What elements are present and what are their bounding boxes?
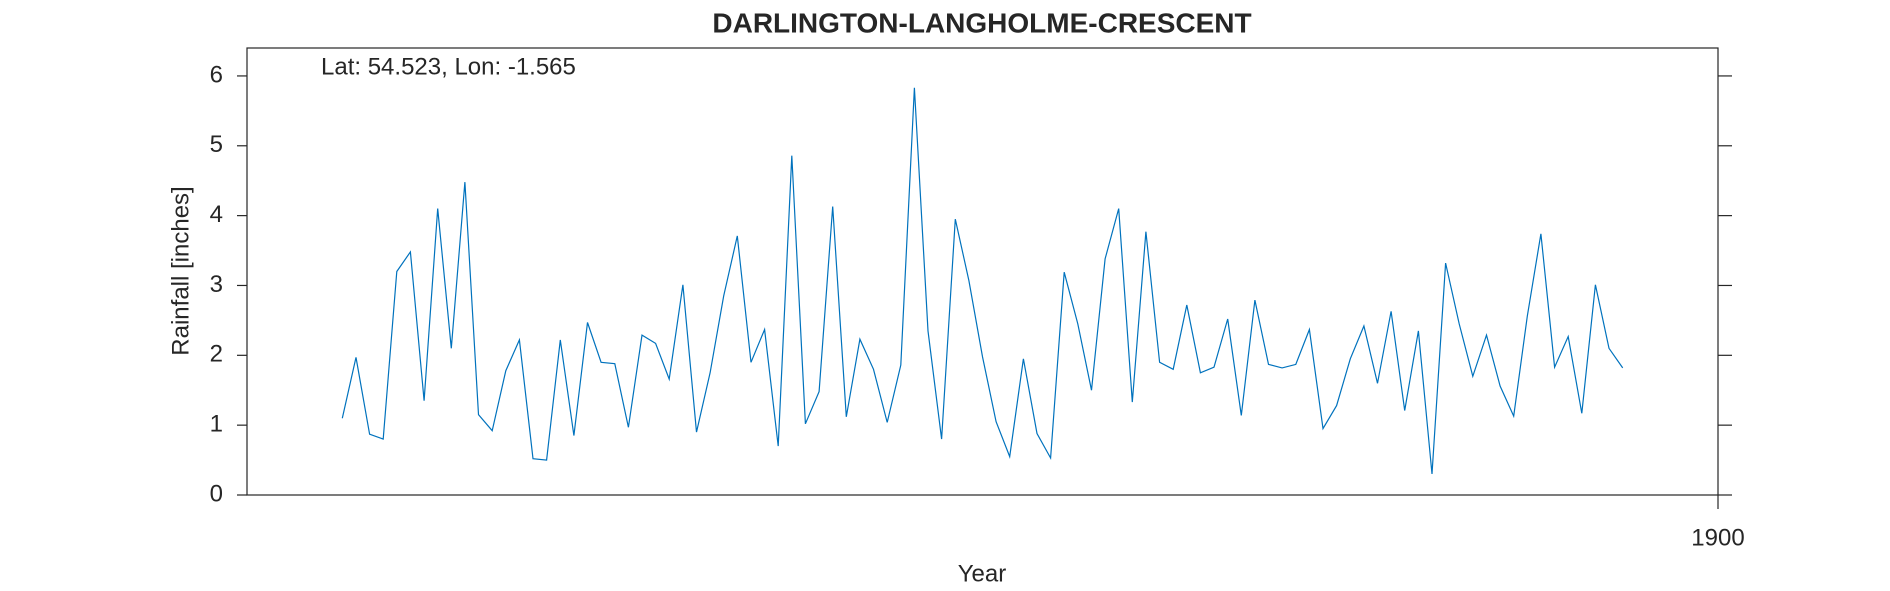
x-axis-label: Year (958, 560, 1007, 587)
y-tick-label: 1 (210, 411, 223, 438)
y-tick-label: 4 (210, 201, 223, 228)
y-tick-label: 3 (210, 271, 223, 298)
y-tick-label: 2 (210, 341, 223, 368)
y-axis-label: Rainfall [inches] (167, 186, 194, 355)
y-tick-label: 0 (210, 480, 223, 507)
data-line (341, 87, 1624, 475)
axes-box (246, 47, 1719, 496)
chart-title: DARLINGTON-LANGHOLME-CRESCENT (712, 7, 1251, 38)
annotation: Lat: 54.523, Lon: -1.565 (321, 53, 576, 80)
x-tick-label: 1900 (1691, 524, 1744, 551)
y-tick-label: 5 (210, 131, 223, 158)
y-tick-label: 6 (210, 61, 223, 88)
